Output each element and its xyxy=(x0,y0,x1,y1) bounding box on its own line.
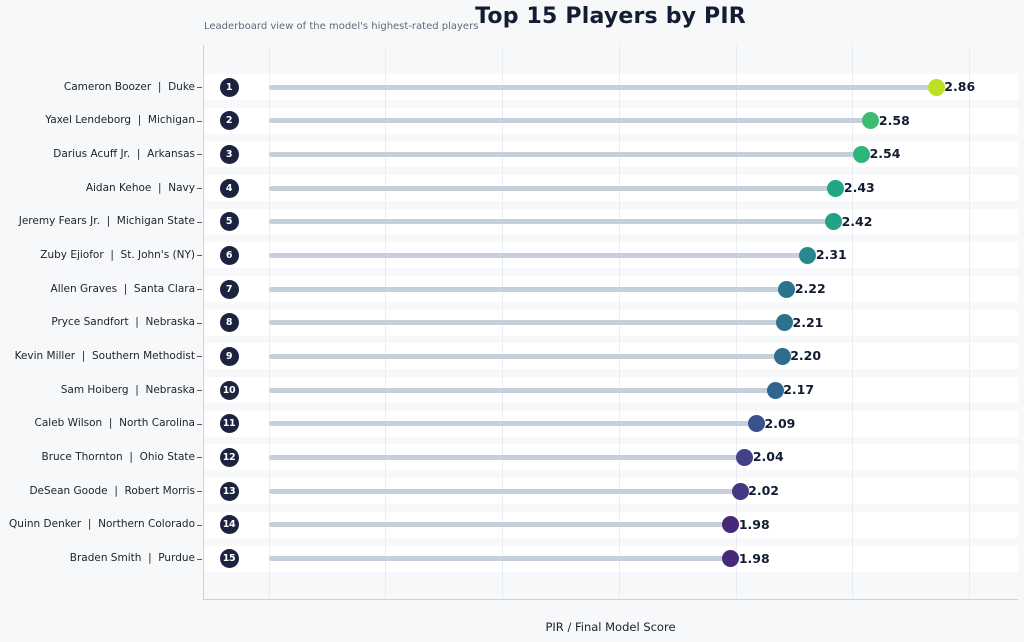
lollipop-stem xyxy=(268,151,862,157)
player-label: Yaxel Lendeborg | Michigan xyxy=(45,114,195,127)
player-label: Pryce Sandfort | Nebraska xyxy=(51,316,195,329)
y-tick-mark xyxy=(197,289,202,291)
rank-badge: 5 xyxy=(219,212,239,232)
y-tick-mark xyxy=(197,87,202,88)
player-label: Bruce Thornton | Ohio State xyxy=(41,450,195,463)
lollipop-stem xyxy=(268,252,808,258)
chart-title: Top 15 Players by PIR xyxy=(475,4,746,29)
lollipop-stem xyxy=(268,522,731,528)
y-tick-mark xyxy=(197,154,202,156)
y-tick-mark xyxy=(197,221,202,223)
lollipop-stem xyxy=(268,84,937,90)
rank-badge: 2 xyxy=(219,111,239,131)
value-label: 2.42 xyxy=(841,213,873,229)
value-label: 2.04 xyxy=(752,449,784,465)
rank-badge: 10 xyxy=(219,380,239,400)
value-label: 1.98 xyxy=(738,516,770,532)
rank-badge: 11 xyxy=(219,414,239,434)
value-label: 2.86 xyxy=(944,79,976,94)
y-tick-mark xyxy=(197,188,202,190)
player-label: Caleb Wilson | North Carolina xyxy=(34,417,195,430)
y-tick-mark xyxy=(197,255,202,257)
value-label: 2.43 xyxy=(843,180,875,196)
y-tick-mark xyxy=(197,120,202,122)
plot-area: 2.86 1 2.58 2 2.54 3 2.43 4 2.42 5 2.31 6 2.22 7 2.21 8… xyxy=(203,45,1018,600)
lollipop-dot xyxy=(799,246,817,264)
player-label: Cameron Boozer | Duke xyxy=(63,80,195,93)
rank-badge: 8 xyxy=(219,313,239,333)
lollipop-dot xyxy=(722,550,740,568)
player-label: Zuby Ejiofor | St. John's (NY) xyxy=(40,248,195,261)
rank-badge: 6 xyxy=(219,245,239,265)
lollipop-dot xyxy=(731,482,749,500)
lollipop-dot xyxy=(825,213,843,231)
y-axis-labels: Cameron Boozer | Duke Yaxel Lendeborg | M… xyxy=(0,45,195,600)
y-tick-mark xyxy=(197,524,202,526)
value-label: 2.22 xyxy=(794,281,826,297)
lollipop-stem xyxy=(268,387,776,393)
player-label: Braden Smith | Purdue xyxy=(69,552,195,565)
lollipop-dot xyxy=(722,516,740,534)
value-label: 2.02 xyxy=(748,483,779,499)
value-label: 2.20 xyxy=(790,348,822,364)
player-label: Quinn Denker | Northern Colorado xyxy=(9,518,195,531)
rank-badge: 4 xyxy=(219,178,239,198)
rank-badge: 12 xyxy=(219,447,239,467)
player-label: Jeremy Fears Jr. | Michigan State xyxy=(18,215,195,228)
player-label: Aidan Kehoe | Navy xyxy=(85,181,195,194)
player-label: Sam Hoiberg | Nebraska xyxy=(60,383,195,396)
lollipop-stem xyxy=(268,286,787,292)
lollipop-dot xyxy=(853,145,871,163)
lollipop-stem xyxy=(268,320,785,326)
value-label: 2.54 xyxy=(869,146,901,162)
y-tick-mark xyxy=(197,423,202,425)
lollipop-dot xyxy=(776,314,794,332)
lollipop-dot xyxy=(748,415,765,433)
y-tick-mark xyxy=(197,491,202,493)
lollipop-dot xyxy=(766,381,784,399)
value-label: 2.58 xyxy=(878,112,910,128)
player-label: Kevin Miller | Southern Methodist xyxy=(14,349,195,362)
lollipop-stem xyxy=(268,353,783,359)
lollipop-dot xyxy=(827,179,845,197)
y-tick-mark xyxy=(197,457,202,459)
rank-badge: 14 xyxy=(219,515,239,535)
lollipop-dot xyxy=(773,347,791,365)
player-label: DeSean Goode | Robert Morris xyxy=(29,484,195,497)
lollipop-stem xyxy=(268,488,741,494)
lollipop-stem xyxy=(268,421,757,427)
y-tick-mark xyxy=(197,390,202,392)
lollipop-dot xyxy=(736,448,754,466)
x-axis-label: PIR / Final Model Score xyxy=(545,620,676,634)
rank-badge: 7 xyxy=(219,279,239,299)
value-label: 2.31 xyxy=(815,247,847,263)
y-tick-mark xyxy=(197,356,202,358)
rank-badge: 3 xyxy=(219,144,239,164)
value-label: 2.09 xyxy=(764,415,796,431)
lollipop-stem xyxy=(268,556,731,562)
gridline xyxy=(969,45,970,599)
player-label: Allen Graves | Santa Clara xyxy=(50,282,195,295)
lollipop-stem xyxy=(268,185,836,191)
player-label: Darius Acuff Jr. | Arkansas xyxy=(53,147,195,160)
lollipop-dot xyxy=(862,112,880,130)
lollipop-stem xyxy=(268,454,745,460)
lollipop-dot xyxy=(927,78,945,96)
rank-badge: 15 xyxy=(219,549,239,569)
rank-badge: 13 xyxy=(219,481,239,501)
chart-subtitle: Leaderboard view of the model's highest-… xyxy=(204,21,479,32)
y-tick-mark xyxy=(197,558,202,560)
rank-badge: 1 xyxy=(219,77,239,97)
lollipop-stem xyxy=(268,219,834,225)
rank-badge: 9 xyxy=(219,346,239,366)
value-label: 2.17 xyxy=(783,382,815,398)
value-label: 2.21 xyxy=(792,314,824,330)
lollipop-stem xyxy=(268,118,871,124)
value-label: 1.98 xyxy=(738,550,770,566)
y-tick-mark xyxy=(197,322,202,324)
gridline xyxy=(852,45,854,599)
lollipop-dot xyxy=(778,280,796,298)
